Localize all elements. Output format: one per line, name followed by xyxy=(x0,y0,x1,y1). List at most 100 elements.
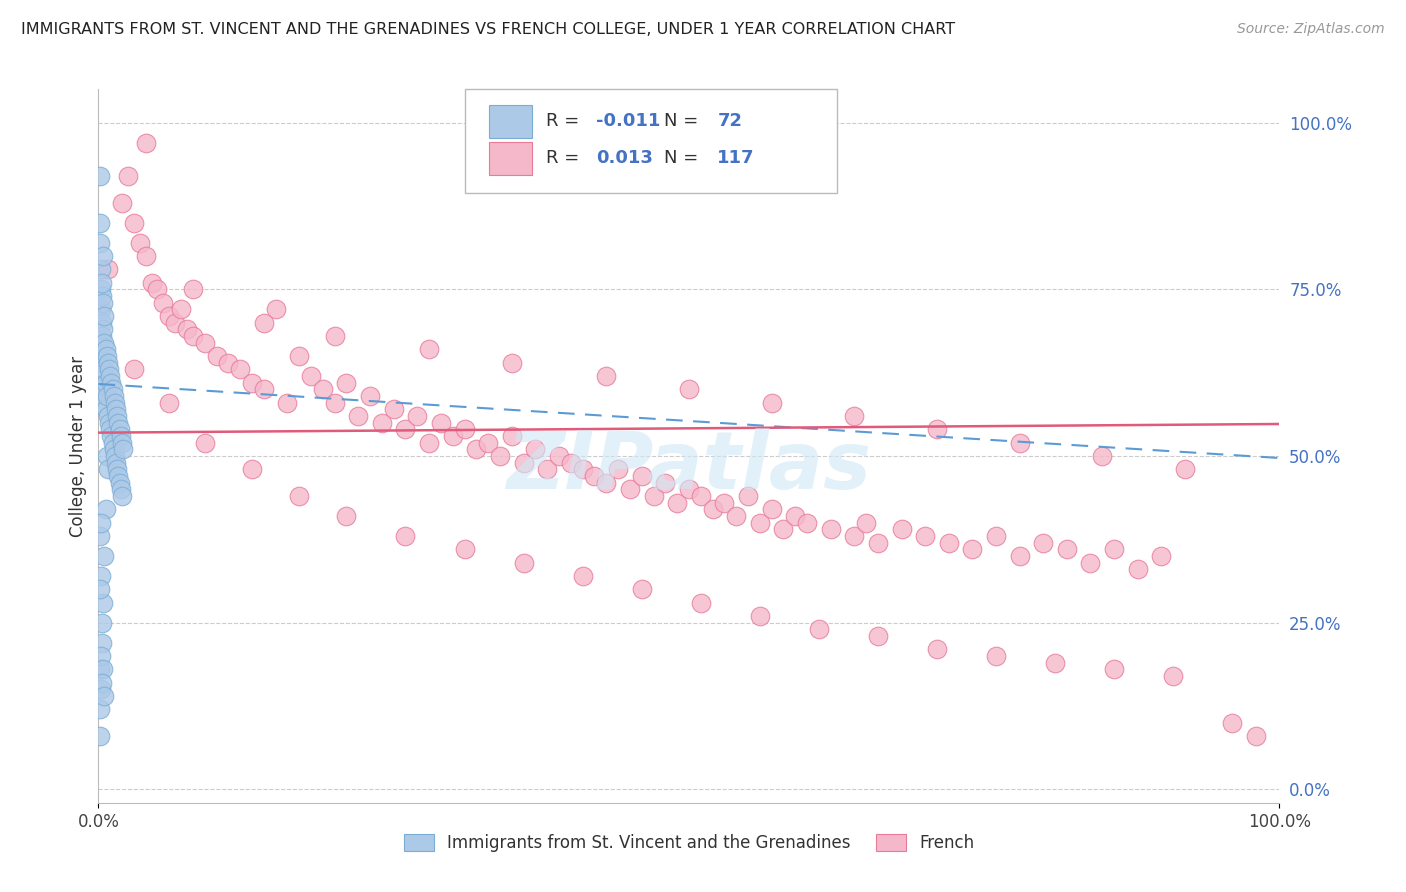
Point xyxy=(548,449,571,463)
Point xyxy=(89,529,111,543)
Legend: Immigrants from St. Vincent and the Grenadines, French: Immigrants from St. Vincent and the Gren… xyxy=(396,827,981,859)
Point xyxy=(157,395,180,409)
Point xyxy=(105,462,128,476)
Point xyxy=(110,429,132,443)
Point xyxy=(89,582,111,597)
Point xyxy=(288,349,311,363)
Point xyxy=(323,395,346,409)
Point xyxy=(91,675,114,690)
Point xyxy=(394,422,416,436)
Point xyxy=(619,483,641,497)
Point xyxy=(1056,542,1078,557)
Point xyxy=(748,609,770,624)
Point xyxy=(335,376,357,390)
Point xyxy=(94,402,117,417)
Point xyxy=(91,615,114,630)
Point xyxy=(643,489,665,503)
Point xyxy=(107,416,129,430)
Point xyxy=(453,422,475,436)
Point xyxy=(97,356,120,370)
Text: 0.013: 0.013 xyxy=(596,150,652,168)
Point xyxy=(93,689,115,703)
Point xyxy=(91,662,114,676)
Point xyxy=(890,522,912,536)
Point xyxy=(1102,542,1125,557)
Point xyxy=(571,569,593,583)
Point xyxy=(98,368,121,383)
Point xyxy=(91,276,114,290)
Point xyxy=(253,382,276,396)
Point xyxy=(501,429,523,443)
Point xyxy=(820,522,842,536)
Point xyxy=(117,169,139,183)
Point xyxy=(94,502,117,516)
Point xyxy=(181,329,204,343)
Point xyxy=(112,442,135,457)
Point xyxy=(748,516,770,530)
Point xyxy=(105,456,128,470)
Point xyxy=(925,642,948,657)
Point xyxy=(276,395,298,409)
Point xyxy=(678,483,700,497)
Point xyxy=(702,502,724,516)
Point xyxy=(90,282,112,296)
Point xyxy=(97,409,120,423)
FancyBboxPatch shape xyxy=(489,142,531,175)
Point xyxy=(100,376,122,390)
Point xyxy=(418,343,440,357)
Point xyxy=(91,368,114,383)
Point xyxy=(90,516,112,530)
Point xyxy=(465,442,488,457)
Point xyxy=(94,376,117,390)
Point xyxy=(441,429,464,443)
Point xyxy=(1032,535,1054,549)
Text: R =: R = xyxy=(546,150,579,168)
Point xyxy=(194,335,217,350)
Point xyxy=(100,429,122,443)
Point xyxy=(288,489,311,503)
Point xyxy=(91,395,114,409)
Point xyxy=(796,516,818,530)
Point xyxy=(91,295,114,310)
Point xyxy=(595,368,617,383)
Point xyxy=(128,235,150,250)
Point xyxy=(93,335,115,350)
Point xyxy=(335,509,357,524)
Point xyxy=(90,302,112,317)
Point xyxy=(101,435,124,450)
Point xyxy=(430,416,453,430)
Point xyxy=(90,649,112,664)
Point xyxy=(135,249,157,263)
Point xyxy=(689,596,711,610)
Point xyxy=(560,456,582,470)
Point xyxy=(761,502,783,516)
Point xyxy=(761,395,783,409)
Point xyxy=(122,362,145,376)
Point xyxy=(170,302,193,317)
Point xyxy=(152,295,174,310)
Text: 72: 72 xyxy=(717,112,742,130)
Point xyxy=(453,542,475,557)
Point xyxy=(110,483,132,497)
Point xyxy=(107,469,129,483)
Text: Source: ZipAtlas.com: Source: ZipAtlas.com xyxy=(1237,22,1385,37)
Point xyxy=(91,356,114,370)
Point xyxy=(866,535,889,549)
Point xyxy=(1161,669,1184,683)
Point xyxy=(571,462,593,476)
Point xyxy=(96,349,118,363)
Point xyxy=(108,422,131,436)
Point xyxy=(678,382,700,396)
Point xyxy=(866,629,889,643)
Point xyxy=(98,422,121,436)
Point xyxy=(111,489,134,503)
Point xyxy=(264,302,287,317)
Point xyxy=(713,496,735,510)
Point xyxy=(91,316,114,330)
Point xyxy=(98,416,121,430)
Point xyxy=(205,349,228,363)
Point xyxy=(103,442,125,457)
Point xyxy=(962,542,984,557)
Point xyxy=(418,435,440,450)
Point xyxy=(240,376,263,390)
